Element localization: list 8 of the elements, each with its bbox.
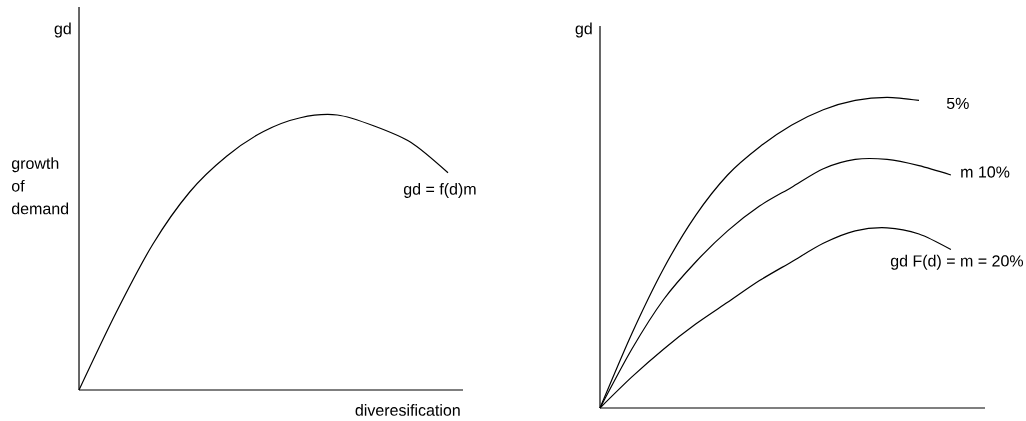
series-label: 5% — [946, 97, 969, 110]
y-axis-title: gd — [54, 22, 71, 38]
series-label: m 10% — [961, 166, 1010, 178]
y-axis-title: gd — [575, 22, 592, 38]
text: growth of demand — [11, 157, 69, 215]
series-label: gd F(d) = m = 20% — [890, 254, 1024, 270]
x-axis-title: diveresification — [355, 404, 460, 416]
series-label: gd = f(d)m — [403, 183, 476, 198]
